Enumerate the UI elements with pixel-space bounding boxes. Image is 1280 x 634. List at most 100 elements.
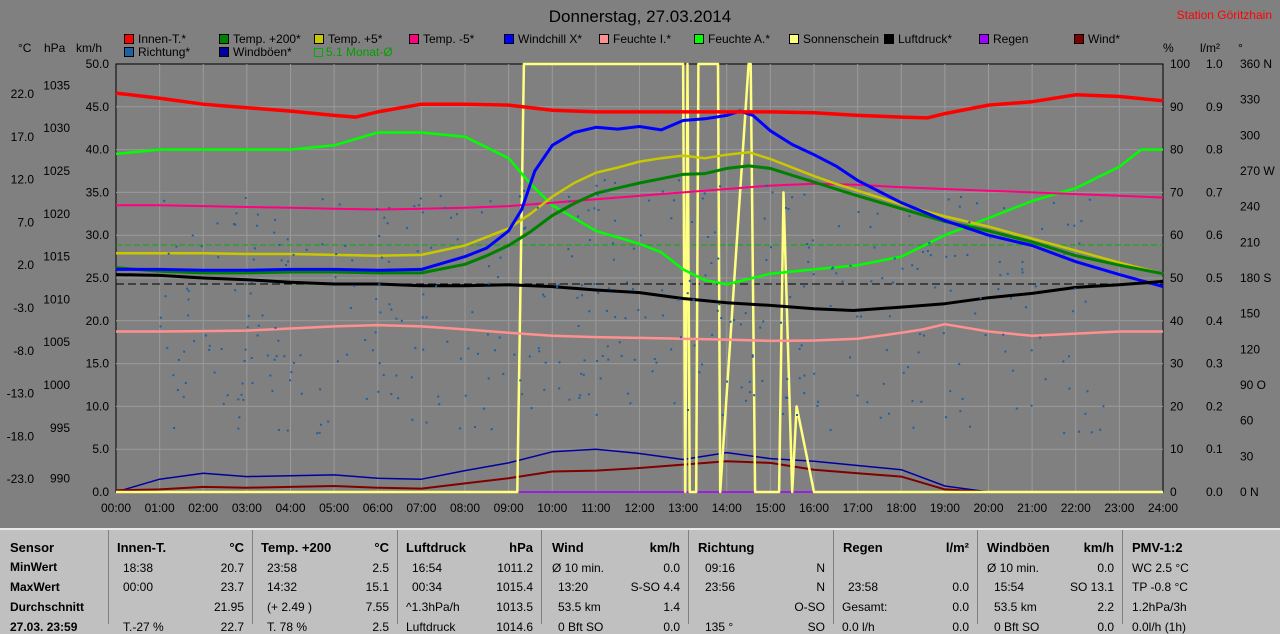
direction-point xyxy=(187,298,190,301)
stat-value: 15.1 xyxy=(365,580,389,594)
direction-point xyxy=(624,317,627,320)
direction-point xyxy=(673,402,676,405)
direction-point xyxy=(710,262,713,265)
direction-point xyxy=(807,260,810,263)
direction-point xyxy=(277,428,280,431)
tick-label-time: 06:00 xyxy=(363,501,393,515)
direction-point xyxy=(581,294,584,297)
direction-point xyxy=(159,316,162,319)
tick-label-direction: 270 W xyxy=(1240,164,1275,178)
tick-label-humidity: 90 xyxy=(1170,100,1184,114)
stat-value: O-SO xyxy=(794,600,825,614)
stat-value: 1013.5 xyxy=(496,600,533,614)
direction-point xyxy=(748,391,751,394)
stat-value: 21.95 xyxy=(213,600,244,614)
legend-temp-minus5[interactable]: Temp. -5* xyxy=(409,32,474,46)
direction-point xyxy=(319,388,322,391)
direction-point xyxy=(497,276,499,279)
series-line-sonnenschein xyxy=(116,62,1163,494)
direction-point xyxy=(770,246,772,249)
direction-point xyxy=(351,259,354,262)
direction-point xyxy=(811,239,814,242)
legend-richtung[interactable]: Richtung* xyxy=(124,45,190,59)
direction-point xyxy=(1025,306,1027,309)
direction-point xyxy=(607,287,610,290)
direction-point xyxy=(800,344,803,347)
stat-value: 2.2 xyxy=(1097,600,1114,614)
legend-wind[interactable]: Wind* xyxy=(1074,32,1120,46)
stat-time: 00:34 xyxy=(412,580,443,594)
direction-point xyxy=(860,315,862,318)
direction-point xyxy=(371,349,374,352)
tick-label-time: 16:00 xyxy=(799,501,829,515)
legend-windboeen[interactable]: Windböen* xyxy=(219,45,292,59)
direction-point xyxy=(629,402,632,405)
stat-value: S-SO 4.4 xyxy=(630,580,680,594)
direction-point xyxy=(762,320,765,323)
tick-label-time: 05:00 xyxy=(319,501,349,515)
direction-point xyxy=(487,282,490,285)
tick-label-time: 23:00 xyxy=(1104,501,1134,515)
tick-label-humidity: 60 xyxy=(1170,228,1184,242)
stats-head: PMV-1:2 xyxy=(1132,540,1183,555)
tick-label-temp: -23.0 xyxy=(7,472,35,486)
tick-label-wind: 30.0 xyxy=(86,228,110,242)
tick-label-rain: 0.8 xyxy=(1206,143,1223,157)
legend-sonnenschein[interactable]: Sonnenschein xyxy=(789,32,881,46)
direction-point xyxy=(614,316,617,319)
stat-value: 0.0 xyxy=(663,561,680,575)
direction-point xyxy=(173,427,176,429)
legend-regen[interactable]: Regen xyxy=(979,32,1028,46)
direction-point xyxy=(344,245,347,247)
legend-luftdruck[interactable]: Luftdruck* xyxy=(884,32,952,46)
direction-point xyxy=(803,374,806,377)
direction-point xyxy=(494,349,497,352)
legend-temp-200[interactable]: Temp. +200* xyxy=(219,32,301,46)
direction-point xyxy=(606,345,609,348)
direction-point xyxy=(686,292,689,295)
stat-time: (+ 2.49 ) xyxy=(267,600,313,614)
direction-point xyxy=(1021,268,1024,271)
direction-point xyxy=(524,226,527,229)
tick-label-humidity: 0 xyxy=(1170,485,1177,499)
tick-label-direction: 0 N xyxy=(1240,485,1259,499)
legend-innen-t[interactable]: Innen-T.* xyxy=(124,32,186,46)
direction-point xyxy=(612,242,614,245)
stat-value: 0.0 xyxy=(952,580,969,594)
tick-label-time: 15:00 xyxy=(755,501,785,515)
direction-point xyxy=(411,418,414,421)
stat-value: WC 2.5 °C xyxy=(1132,561,1189,575)
direction-point xyxy=(763,217,766,220)
stat-value: N xyxy=(816,580,825,594)
stat-value: 2.5 xyxy=(372,620,389,634)
direction-point xyxy=(240,393,243,396)
legend-feuchte-aussen[interactable]: Feuchte A.* xyxy=(694,32,770,46)
direction-point xyxy=(349,307,352,310)
legend-monat-avg[interactable]: 5.1 Monat-Ø xyxy=(314,45,393,59)
direction-point xyxy=(252,258,255,261)
direction-point xyxy=(502,373,505,375)
direction-point xyxy=(929,254,932,257)
direction-point xyxy=(234,223,237,226)
stats-col-regen: Regen l/m² 23:58 0.0 Gesamt: 0.0 0.0 l/h 0.… xyxy=(833,530,977,634)
direction-point xyxy=(857,211,860,213)
direction-point xyxy=(997,288,1000,291)
direction-point xyxy=(318,431,321,434)
legend-temp-5[interactable]: Temp. +5* xyxy=(314,32,382,46)
direction-point xyxy=(406,227,409,230)
direction-point xyxy=(543,295,546,298)
tick-label-rain: 0.6 xyxy=(1206,228,1223,242)
legend-feuchte-innen[interactable]: Feuchte I.* xyxy=(599,32,671,46)
direction-point xyxy=(519,379,522,382)
legend-windchill[interactable]: Windchill X* xyxy=(504,32,582,46)
direction-point xyxy=(974,312,977,315)
direction-point xyxy=(581,284,583,287)
direction-point xyxy=(576,296,579,299)
direction-point xyxy=(410,376,413,379)
stats-unit: km/h xyxy=(649,540,680,555)
tick-label-pressure: 1030 xyxy=(43,121,70,135)
direction-point xyxy=(1080,220,1083,223)
unit-celsius: °C xyxy=(18,41,32,55)
direction-point xyxy=(1062,360,1065,363)
direction-point xyxy=(639,234,642,237)
